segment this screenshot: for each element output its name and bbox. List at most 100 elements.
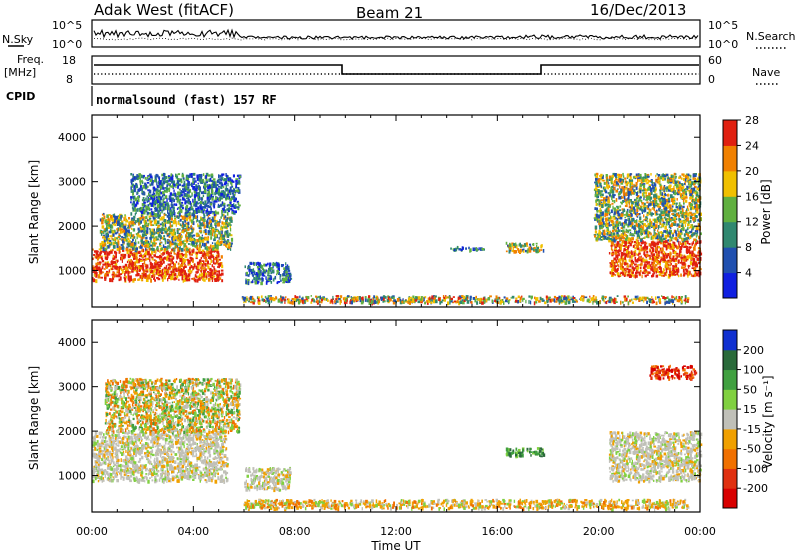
power-cell xyxy=(233,188,236,192)
power-cell xyxy=(651,248,655,253)
power-cell xyxy=(182,197,185,201)
power-cell xyxy=(299,295,301,298)
power-cell xyxy=(129,275,132,280)
power-cell xyxy=(191,228,194,233)
power-cell xyxy=(287,276,289,279)
power-cell xyxy=(634,274,637,279)
power-cell xyxy=(514,245,517,248)
power-cell xyxy=(222,194,226,199)
power-cell xyxy=(528,300,530,304)
power-cell xyxy=(509,243,512,248)
power-cell xyxy=(139,180,142,183)
power-cell xyxy=(644,259,648,262)
power-cell xyxy=(116,229,119,234)
power-cell xyxy=(163,249,166,253)
power-cell xyxy=(155,236,158,239)
power-cell xyxy=(135,185,138,189)
power-cell xyxy=(249,268,253,273)
power-cell xyxy=(631,266,634,270)
power-cell xyxy=(633,241,636,244)
power-cell xyxy=(137,251,140,254)
power-cell xyxy=(156,174,159,177)
power-cell xyxy=(151,181,154,185)
power-cell xyxy=(637,254,640,256)
power-cell xyxy=(259,270,262,273)
power-cell xyxy=(538,300,541,303)
power-cell xyxy=(162,191,165,195)
power-cell xyxy=(218,231,221,235)
power-cell xyxy=(157,196,160,200)
power-cell xyxy=(581,295,584,298)
power-cell xyxy=(211,264,214,268)
power-cell xyxy=(130,224,132,228)
power-cell xyxy=(262,277,264,282)
power-cell xyxy=(225,230,227,234)
power-cell xyxy=(555,297,559,301)
power-cell xyxy=(662,248,664,252)
power-cell xyxy=(616,241,620,245)
power-cell xyxy=(572,297,575,299)
power-cell xyxy=(420,296,423,300)
power-cell xyxy=(121,253,125,257)
power-cell xyxy=(443,296,446,299)
power-cell xyxy=(168,195,172,199)
power-cell xyxy=(217,248,219,251)
power-cell xyxy=(253,271,255,273)
power-cell xyxy=(526,250,529,254)
power-cell xyxy=(627,295,629,298)
power-cell xyxy=(154,209,156,212)
power-cell xyxy=(431,298,433,303)
power-cell xyxy=(168,258,171,262)
power-cell xyxy=(153,278,155,280)
power-cell xyxy=(527,248,530,251)
power-cell xyxy=(204,258,208,263)
power-cell xyxy=(518,300,521,303)
power-cell xyxy=(655,274,659,278)
power-cell xyxy=(201,249,205,253)
power-cell xyxy=(210,203,213,206)
power-cell xyxy=(651,258,655,261)
power-cell xyxy=(135,256,138,260)
power-cell xyxy=(161,183,164,186)
power-cell xyxy=(196,177,200,181)
power-cell xyxy=(168,175,170,177)
power-cell xyxy=(634,295,637,299)
power-cell xyxy=(291,298,295,300)
power-cell xyxy=(196,174,199,179)
power-cell xyxy=(683,267,686,269)
power-cell xyxy=(603,299,605,303)
power-cell xyxy=(194,203,196,207)
power-cell xyxy=(595,299,598,303)
power-cell xyxy=(130,201,132,204)
power-cell xyxy=(149,194,152,197)
power-cell xyxy=(680,257,684,259)
power-cell xyxy=(301,299,304,304)
power-cell xyxy=(160,191,163,195)
power-cell xyxy=(156,261,159,266)
power-cell xyxy=(157,224,159,229)
power-cell xyxy=(183,266,185,270)
power-cell xyxy=(114,240,117,244)
power-cell xyxy=(192,241,195,245)
power-cell xyxy=(140,229,143,233)
power-cell xyxy=(174,195,177,198)
power-cell xyxy=(447,296,450,299)
power-cell xyxy=(225,220,227,225)
power-cell xyxy=(140,260,143,262)
power-cell xyxy=(628,259,631,262)
power-cell xyxy=(130,232,132,235)
power-cell xyxy=(516,300,519,304)
power-cell xyxy=(649,248,651,251)
power-cell xyxy=(350,300,353,305)
power-cell xyxy=(228,222,231,226)
power-cell xyxy=(137,195,140,199)
power-cell xyxy=(165,265,168,269)
power-cell xyxy=(181,247,184,251)
power-cell xyxy=(227,203,231,206)
power-cell xyxy=(155,178,157,183)
power-cell xyxy=(678,212,680,215)
power-cell xyxy=(247,274,250,277)
power-cell xyxy=(353,299,356,302)
power-cell xyxy=(507,244,510,247)
power-cell xyxy=(169,241,172,245)
